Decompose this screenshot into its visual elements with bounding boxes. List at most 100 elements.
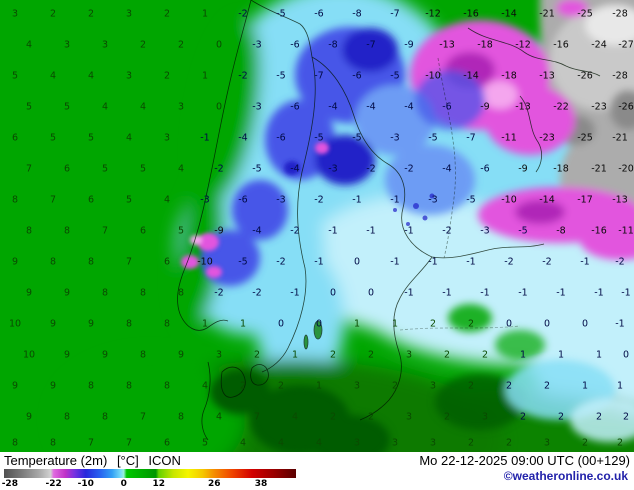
temp-value: -10 (501, 194, 517, 206)
temp-value: 9 (11, 380, 19, 392)
temp-value: 2 (616, 437, 624, 449)
temp-value: 1 (201, 318, 209, 330)
temp-value: 3 (353, 437, 361, 449)
temp-value: 2 (253, 349, 261, 361)
temp-value: 2 (367, 411, 375, 423)
temp-value: 7 (87, 437, 95, 449)
temp-value: 9 (63, 287, 71, 299)
temp-value: 5 (177, 225, 185, 237)
temp-value: -13 (439, 39, 455, 51)
temp-value: -1 (615, 318, 625, 330)
temp-value: -8 (328, 39, 338, 51)
temp-value: 3 (125, 8, 133, 20)
temp-value: 2 (177, 39, 185, 51)
temp-value: -12 (515, 39, 531, 51)
temp-value: -25 (577, 8, 593, 20)
temp-value: 2 (543, 380, 551, 392)
temp-value: -13 (515, 101, 531, 113)
temp-value: 1 (315, 380, 323, 392)
temp-value: 6 (163, 437, 171, 449)
temp-value: 8 (125, 318, 133, 330)
temp-value: -14 (539, 194, 555, 206)
product-info: Temperature (2m) [°C] ICON (4, 453, 187, 468)
temp-value: -14 (463, 70, 479, 82)
temp-value: 2 (505, 437, 513, 449)
temp-value: 5 (87, 132, 95, 144)
temp-value: -4 (366, 101, 376, 113)
temp-value: -6 (276, 132, 286, 144)
temp-value: 1 (291, 349, 299, 361)
temp-value: 0 (581, 318, 589, 330)
temp-value: -1 (290, 287, 300, 299)
temp-value: 8 (139, 349, 147, 361)
temp-value: -2 (314, 194, 324, 206)
copyright-label: ©weatheronline.co.uk (503, 469, 628, 483)
temp-value: 3 (101, 39, 109, 51)
temp-value: -5 (390, 70, 400, 82)
lakes-layer (393, 193, 435, 226)
temp-value: -2 (252, 287, 262, 299)
temp-value: 8 (63, 225, 71, 237)
map-regions-svg (55, 0, 634, 452)
temp-value: 2 (622, 411, 630, 423)
temp-value: 5 (101, 163, 109, 175)
temp-value: -9 (518, 163, 528, 175)
temp-value: 3 (163, 132, 171, 144)
temp-value: -25 (577, 132, 593, 144)
coastline-layer (177, 0, 601, 441)
temp-value: -2 (542, 256, 552, 268)
temp-value: -5 (352, 132, 362, 144)
temp-value: -1 (466, 256, 476, 268)
temp-value: -10 (425, 70, 441, 82)
temp-value: 4 (25, 39, 33, 51)
unit-label: [°C] (116, 453, 139, 468)
temp-value: -3 (276, 194, 286, 206)
temp-value: 0 (215, 101, 223, 113)
temp-value: -4 (328, 101, 338, 113)
cold-speckle-layer (181, 142, 329, 278)
temp-value: 9 (25, 287, 33, 299)
temp-value: -2 (404, 163, 414, 175)
temp-value: -21 (539, 8, 555, 20)
temp-value: 8 (87, 256, 95, 268)
temp-value: -1 (621, 287, 631, 299)
temp-value: -1 (518, 287, 528, 299)
temp-value: 2 (367, 349, 375, 361)
temp-value: -5 (466, 194, 476, 206)
temp-value: 2 (49, 8, 57, 20)
temp-value: -8 (352, 8, 362, 20)
temp-value: 4 (239, 437, 247, 449)
temp-value: -1 (594, 287, 604, 299)
temp-value: -2 (442, 225, 452, 237)
temp-value: -1 (314, 256, 324, 268)
temp-value: -24 (591, 39, 607, 51)
scale-label: 12 (152, 479, 166, 489)
temp-value: 8 (25, 225, 33, 237)
temp-value: -3 (480, 225, 490, 237)
temp-value: 1 (391, 318, 399, 330)
temp-value: 2 (87, 8, 95, 20)
temp-value: -2 (238, 8, 248, 20)
temp-value: 0 (329, 287, 337, 299)
scale-label: 26 (207, 479, 221, 489)
temp-value: 2 (595, 411, 603, 423)
temp-value: 1 (201, 70, 209, 82)
temp-value: 0 (353, 256, 361, 268)
scale-label: 0 (120, 479, 127, 489)
temp-value: 2 (277, 380, 285, 392)
temp-value: 3 (429, 380, 437, 392)
temp-value: 2 (467, 380, 475, 392)
temp-value: 7 (125, 256, 133, 268)
temp-value: -9 (404, 39, 414, 51)
temp-value: -22 (553, 101, 569, 113)
temp-value: -4 (290, 163, 300, 175)
temp-value: 3 (429, 437, 437, 449)
temp-value: -3 (200, 194, 210, 206)
temp-value: 0 (367, 287, 375, 299)
temp-value: -2 (238, 70, 248, 82)
temp-value: 4 (201, 380, 209, 392)
temp-value: -6 (238, 194, 248, 206)
temp-value: 2 (429, 318, 437, 330)
temperature-scale-bar (4, 469, 296, 478)
temp-value: -5 (276, 70, 286, 82)
